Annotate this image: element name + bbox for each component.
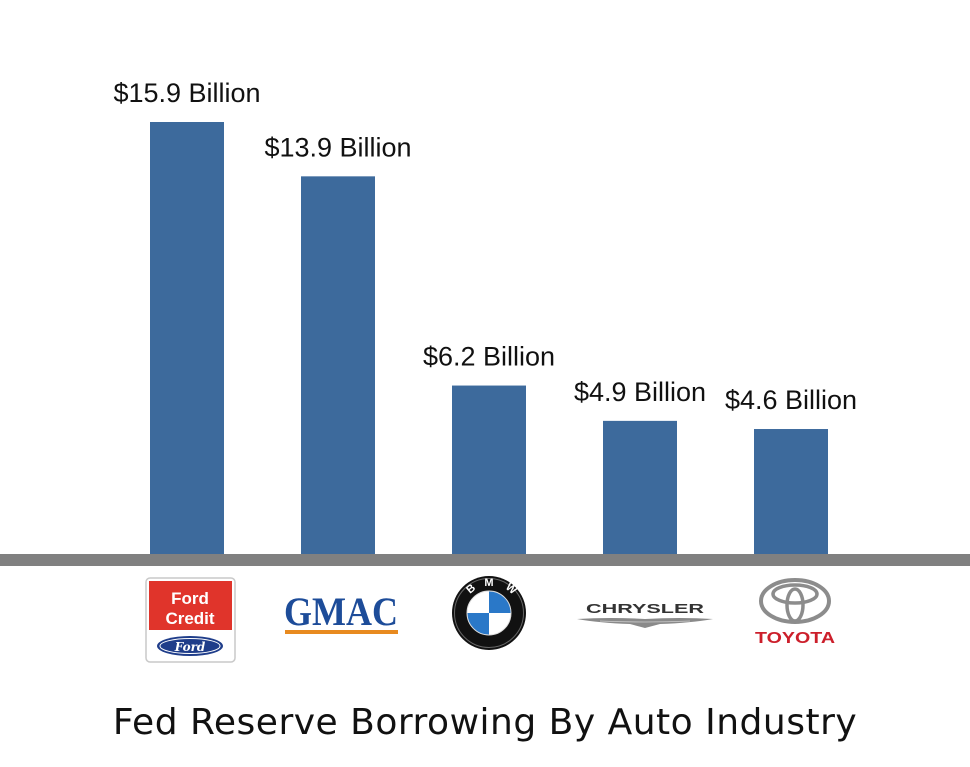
data-label-chrysler: $4.9 Billion — [574, 377, 706, 407]
chrysler-wings — [577, 618, 713, 628]
toyota-emblem-horizontal — [771, 583, 819, 605]
chrysler-logo-text: CHRYSLER — [586, 601, 705, 616]
gmac-logo: GMAC — [284, 589, 398, 634]
bmw-logo: B M W — [452, 576, 526, 650]
ford-oval-badge — [157, 636, 223, 656]
chrysler-logo: CHRYSLER — [577, 601, 713, 628]
ford-credit-logo: Ford Credit Ford — [145, 577, 236, 663]
bar-bmw — [452, 385, 526, 554]
gmac-logo-text: GMAC — [284, 589, 398, 634]
ford-credit-logo-word-credit: Credit — [165, 609, 214, 628]
data-label-gmac: $13.9 Billion — [264, 132, 411, 162]
bars-layer — [150, 122, 828, 554]
bar-ford-credit — [150, 122, 224, 554]
ford-oval-badge-text: Ford — [174, 640, 206, 654]
data-labels-layer: $15.9 Billion$13.9 Billion $6.2 Billion $4… — [113, 78, 857, 415]
ford-credit-logo-red-panel — [149, 581, 232, 630]
bar-chrysler — [603, 420, 677, 554]
ford-credit-logo-word-ford: Ford — [171, 589, 209, 608]
bmw-letter-m: M — [484, 577, 493, 589]
data-label-ford-credit: $15.9 Billion — [113, 78, 260, 108]
toyota-logo-text: TOYOTA — [755, 630, 836, 647]
bar-chart: $15.9 Billion$13.9 Billion $6.2 Billion $4… — [0, 78, 970, 663]
chart-title: Fed Reserve Borrowing By Auto Industry — [112, 702, 858, 743]
bar-toyota — [754, 429, 828, 554]
data-label-toyota: $4.6 Billion — [725, 385, 857, 415]
x-axis-baseline — [0, 554, 970, 566]
gmac-logo-underline — [285, 630, 398, 634]
toyota-emblem-vertical — [785, 587, 805, 623]
data-label-bmw: $6.2 Billion — [423, 342, 555, 372]
bar-gmac — [301, 176, 375, 554]
toyota-logo: TOYOTA — [755, 578, 836, 647]
